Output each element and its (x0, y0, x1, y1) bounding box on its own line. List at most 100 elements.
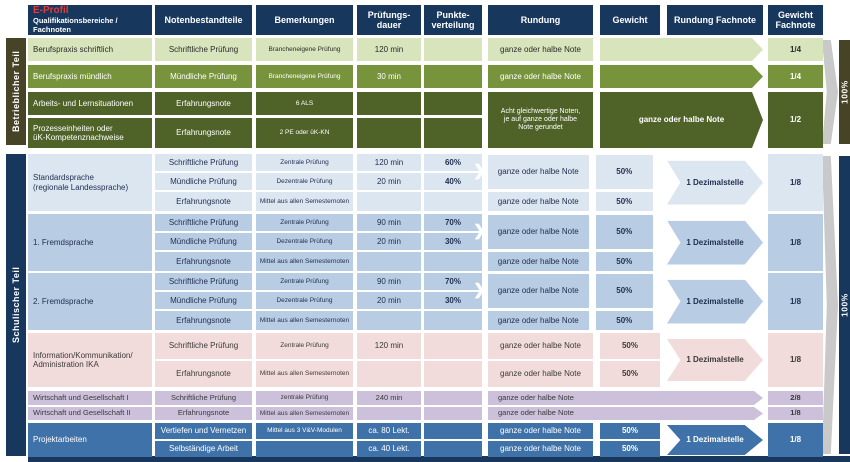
points-cell (424, 311, 482, 330)
rounding-cell: ganze oder halbe Note (488, 65, 593, 88)
duration-cell (357, 361, 421, 387)
fachnote-rounding-chevron: 1 Dezimalstelle (667, 339, 763, 381)
group-erste-fremdsprache: 1. Fremdsprache Schriftliche Prüfung Zen… (28, 214, 823, 271)
exam-row: Schriftliche Prüfung Zentrale Prüfung 90… (155, 214, 482, 231)
rounding-cell: ganze oder halbe Note (488, 311, 589, 330)
row-arbeits-lernsituationen: Arbeits- und Lernsituationen Erfahrungsn… (28, 92, 482, 115)
points-cell (424, 333, 482, 359)
duration-cell: 120 min (357, 38, 421, 61)
remark-cell: Brancheneigene Prüfung (256, 38, 353, 61)
fachnote-weight-cell: 1/8 (768, 407, 823, 420)
exam-band: Schriftliche Prüfung Zentrale Prüfung 90… (155, 273, 660, 309)
fachnote-weight-cell: 1/4 (768, 38, 823, 61)
exam-row: Mündliche Prüfung Dezentrale Prüfung 20 … (155, 173, 482, 190)
points-cell (424, 391, 482, 405)
component-cell: Erfahrungsnote (155, 92, 252, 115)
header-row: E-Profil Qualifikationsbereiche / Fachno… (28, 5, 823, 35)
qualification-label: Berufspraxis mündlich (28, 65, 152, 88)
remark-cell: Mittel aus allen Semesternoten (256, 407, 353, 420)
group-middle: Schriftliche Prüfung Zentrale Prüfung 90… (155, 214, 660, 271)
remark-cell: Zentrale Prüfung (256, 273, 353, 290)
points-cell (424, 192, 482, 211)
duration-cell (357, 92, 421, 115)
betrieblich-total-badge: 100% (839, 40, 850, 144)
remark-cell: zentrale Prüfung (256, 391, 353, 405)
rounding-arrow: ganze oder halbe Note (600, 92, 763, 148)
experience-row: Erfahrungsnote Mittel aus allen Semester… (155, 361, 660, 387)
qualification-label: Standardsprache (regionale Landessprache… (28, 154, 152, 211)
points-cell: 70% (424, 214, 482, 231)
component-cell: Mündliche Prüfung (155, 233, 252, 250)
rounding-cell: ganze oder halbe Note (488, 333, 593, 359)
component-cell: Erfahrungsnote (155, 407, 252, 420)
header-punkteverteilung: Punkte- verteilung (424, 5, 482, 35)
weight-arrow (600, 65, 763, 88)
exam-row: Mündliche Prüfung Dezentrale Prüfung 20 … (155, 233, 482, 250)
group-middle: Schriftliche Prüfung Zentrale Prüfung 90… (155, 273, 660, 330)
remark-cell: Dezentrale Prüfung (256, 292, 353, 309)
remark-cell: Brancheneigene Prüfung (256, 65, 353, 88)
component-cell: Erfahrungsnote (155, 192, 252, 211)
remark-cell: Dezentrale Prüfung (256, 233, 353, 250)
duration-cell: 90 min (357, 214, 421, 231)
table-content: E-Profil Qualifikationsbereiche / Fachno… (28, 5, 823, 457)
duration-cell (357, 407, 421, 420)
header-rundung: Rundung (488, 5, 593, 35)
duration-cell (357, 311, 421, 330)
weight-cell: 50% (595, 192, 653, 211)
side-label-schulischer-teil: Schulischer Teil (6, 154, 26, 456)
fachnote-weight-cell: 1/8 (768, 214, 823, 271)
points-cell (424, 252, 482, 271)
component-cell: Erfahrungsnote (155, 118, 252, 148)
component-cell: Erfahrungsnote (155, 252, 252, 271)
exam-rows: Schriftliche Prüfung Zentrale Prüfung 90… (155, 273, 482, 309)
betrieblich-brace-icon (822, 40, 838, 144)
remark-cell: Mittel aus 3 V&V-Modulen (256, 423, 353, 439)
points-cell (424, 361, 482, 387)
rounding-cell: ganze oder halbe Note (488, 155, 589, 189)
component-cell: Schriftliche Prüfung (155, 214, 252, 231)
experience-band: Erfahrungsnote Mittel aus allen Semester… (155, 311, 660, 330)
row-berufspraxis-muendlich: Berufspraxis mündlich Mündliche Prüfung … (28, 65, 823, 88)
points-cell (424, 441, 482, 457)
experience-rows: Erfahrungsnote Mittel aus allen Semester… (155, 192, 482, 211)
component-cell: Schriftliche Prüfung (155, 273, 252, 290)
row-wirtschaft-gesellschaft-1: Wirtschaft und Gesellschaft I Schriftlic… (28, 391, 823, 405)
duration-cell: 20 min (357, 173, 421, 190)
fachnote-weight-cell: 1/8 (768, 423, 823, 457)
profile-subtitle: Qualifikationsbereiche / Fachnoten (33, 15, 118, 34)
points-cell: 60% (424, 154, 482, 171)
points-cell: 30% (424, 292, 482, 309)
component-cell: Selbständige Arbeit (155, 441, 252, 457)
points-cell (424, 38, 482, 61)
duration-cell (357, 192, 421, 211)
group-middle: Schriftliche Prüfung Zentrale Prüfung 12… (155, 154, 660, 211)
weight-cell: 50% (595, 252, 653, 271)
group-ika: Information/Kommunikation/ Administratio… (28, 333, 823, 387)
fachnote-rounding-chevron: 1 Dezimalstelle (667, 279, 763, 324)
experience-rows: Erfahrungsnote Mittel aus allen Semester… (155, 252, 482, 271)
remark-cell: Zentrale Prüfung (256, 333, 353, 359)
header-pruefungsdauer: Prüfungs- dauer (357, 5, 421, 35)
exam-row: Schriftliche Prüfung Zentrale Prüfung 90… (155, 273, 482, 290)
fachnote-rounding-chevron: 1 Dezimalstelle (667, 160, 763, 205)
rounding-arrow: ganze oder halbe Note (488, 407, 763, 420)
points-cell: 70% (424, 273, 482, 290)
weight-cell: 50% (595, 215, 653, 249)
profile-title: E-Profil (33, 5, 69, 16)
experience-rows: Erfahrungsnote Mittel aus allen Semester… (155, 311, 482, 330)
duration-cell: 20 min (357, 233, 421, 250)
rounding-cell: ganze oder halbe Note (488, 192, 589, 211)
experience-row: Erfahrungsnote Mittel aus allen Semester… (155, 192, 482, 211)
remark-cell: Zentrale Prüfung (256, 214, 353, 231)
qualification-label: Arbeits- und Lernsituationen (28, 92, 152, 115)
group-zweite-fremdsprache: 2. Fremdsprache Schriftliche Prüfung Zen… (28, 273, 823, 330)
duration-cell: ca. 80 Lekt. (357, 423, 421, 439)
bottom-bar (28, 456, 850, 462)
row-prozesseinheiten: Prozesseinheiten oder üK-Kompetenznachwe… (28, 118, 482, 148)
duration-cell (357, 118, 421, 148)
remark-cell (256, 441, 353, 457)
group-standardsprache: Standardsprache (regionale Landessprache… (28, 154, 823, 211)
remark-cell: Mittel aus allen Semesternoten (256, 361, 353, 387)
